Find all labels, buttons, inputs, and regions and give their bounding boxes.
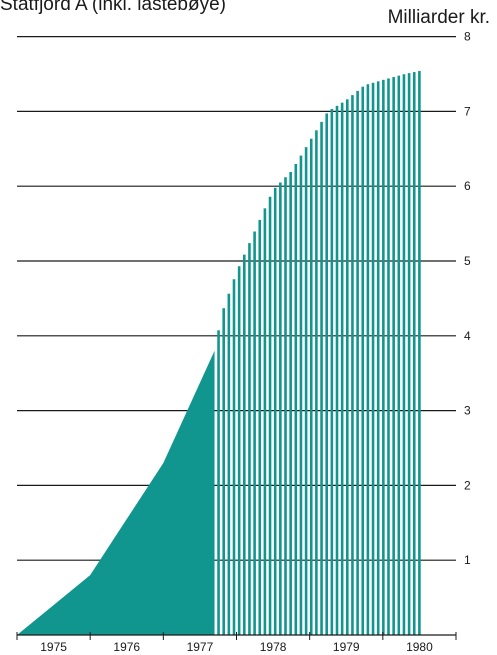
hatch-bar xyxy=(258,219,262,635)
hatch-bar xyxy=(346,99,349,636)
gridlines xyxy=(17,35,456,561)
x-tick-label-1976: 1976 xyxy=(113,640,140,654)
solid-area-group xyxy=(17,350,215,635)
hatch-bar xyxy=(284,177,287,635)
hatch-bar xyxy=(320,121,323,636)
hatch-bar xyxy=(335,105,339,636)
y-tick-label-5: 5 xyxy=(464,254,471,268)
hatch-bar xyxy=(217,330,220,635)
chart-title: Statfjord A (inkl. lastebøye) xyxy=(0,0,226,15)
hatch-bar xyxy=(263,208,267,636)
hatch-bar xyxy=(304,147,308,635)
y-tick-label-2: 2 xyxy=(464,478,471,492)
hatch-bar xyxy=(397,75,401,636)
x-tick-label-1977: 1977 xyxy=(187,640,214,654)
hatch-bar xyxy=(268,196,272,635)
hatch-bar xyxy=(315,130,318,636)
hatch-bar xyxy=(289,171,292,635)
hatch-bar xyxy=(279,182,282,636)
hatch-bar xyxy=(407,73,411,636)
hatch-bar xyxy=(330,109,334,635)
y-tick-label-1: 1 xyxy=(464,553,471,567)
x-tick-label-1978: 1978 xyxy=(260,640,287,654)
hatch-bar xyxy=(237,266,241,635)
hatch-bar xyxy=(222,308,225,635)
hatch-bar xyxy=(412,72,416,636)
hatched-area-group xyxy=(217,71,421,636)
hatch-bar xyxy=(371,82,375,635)
hatch-bar xyxy=(376,81,380,635)
hatch-bar xyxy=(299,155,303,635)
x-tick-label-1975: 1975 xyxy=(40,640,67,654)
hatch-bar xyxy=(273,187,277,636)
solid-area xyxy=(17,350,215,635)
hatch-bar xyxy=(340,102,344,635)
hatch-bar xyxy=(253,231,256,635)
hatch-bar xyxy=(309,138,313,636)
hatch-bar xyxy=(351,95,354,636)
hatch-bar xyxy=(418,71,421,635)
hatch-bar xyxy=(227,293,231,635)
y-tick-labels: 1 2 3 4 5 6 7 8 xyxy=(464,30,471,568)
hatch-bar xyxy=(356,90,359,636)
hatch-bar xyxy=(361,86,365,636)
hatch-bar xyxy=(232,279,236,635)
hatch-bar xyxy=(325,113,328,636)
hatch-bar xyxy=(243,254,246,635)
y-tick-label-3: 3 xyxy=(464,404,471,418)
y-tick-label-7: 7 xyxy=(464,104,471,118)
x-tick-label-1980: 1980 xyxy=(406,640,433,654)
y-tick-label-6: 6 xyxy=(464,179,471,193)
hatch-bar xyxy=(402,74,406,636)
y-tick-label-8: 8 xyxy=(464,30,471,44)
hatch-bar xyxy=(366,84,370,636)
hatch-bar xyxy=(248,243,251,636)
hatch-bar xyxy=(382,79,385,636)
x-tick-label-1979: 1979 xyxy=(333,640,360,654)
y-unit-label: Milliarder kr. xyxy=(387,7,490,28)
hatch-bar xyxy=(387,78,390,636)
x-axis: 1975 1976 1977 1978 1979 1980 xyxy=(16,632,457,654)
hatch-bar xyxy=(294,164,298,635)
y-tick-label-4: 4 xyxy=(464,329,471,343)
hatch-bar xyxy=(392,77,395,636)
